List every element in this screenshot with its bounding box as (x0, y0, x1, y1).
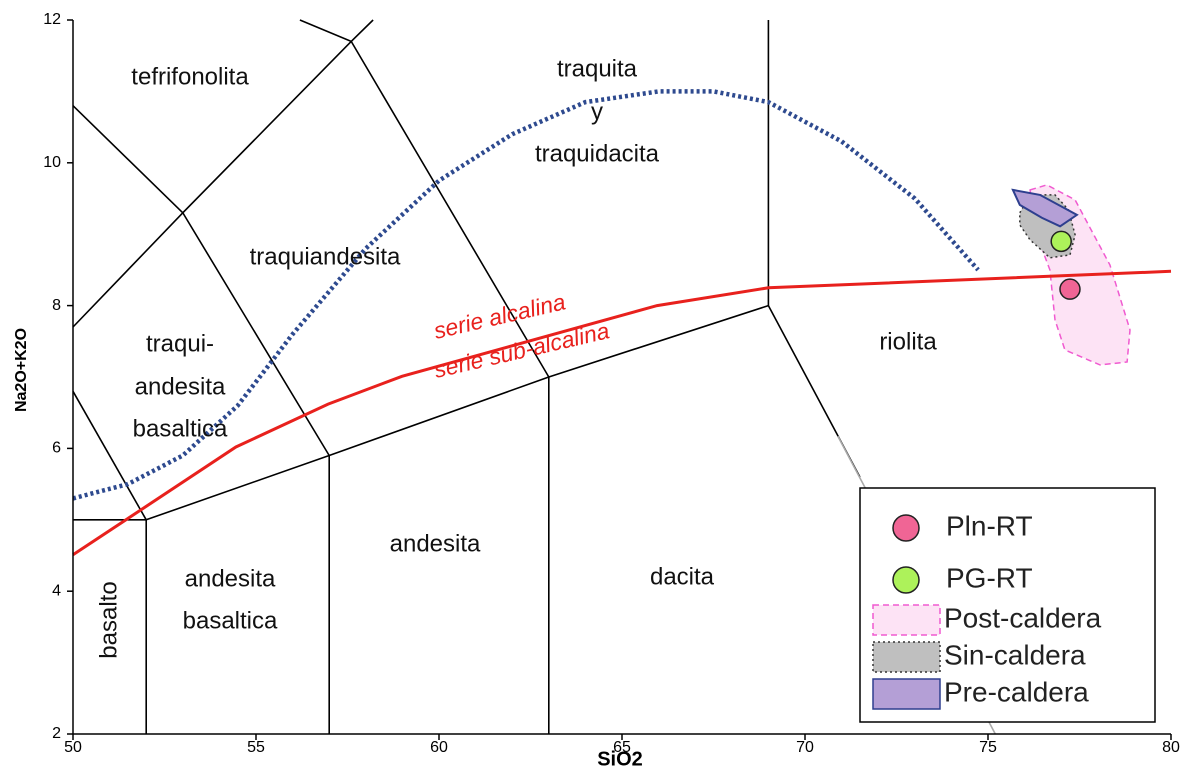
data-point (1050, 230, 1072, 253)
field-label: andesita (135, 373, 226, 400)
field-boundary (299, 19, 550, 378)
y-tick-label: 10 (43, 154, 61, 171)
field-label: traquidacita (535, 140, 660, 167)
field-label: tefrifonolita (131, 63, 249, 90)
legend-label: Pln-RT (946, 510, 1033, 541)
field-boundary (72, 105, 184, 214)
field-boundary (181, 19, 374, 456)
y-axis-label: Na2O+K2O (13, 328, 30, 412)
alkaline-curve (72, 89, 980, 501)
y-tick-label: 2 (52, 725, 61, 742)
field-label: traquita (557, 55, 638, 82)
field-label: andesita (185, 565, 276, 592)
x-axis-label: SiO2 (597, 748, 643, 770)
legend-label: Sin-caldera (944, 639, 1086, 670)
series-divide (72, 269, 1172, 557)
region (1011, 188, 1079, 228)
field-label: riolita (879, 328, 937, 355)
y-tick-label: 8 (52, 297, 61, 314)
field-label: basaltica (133, 415, 228, 442)
field-label: y (591, 98, 603, 125)
field-label: traqui- (146, 330, 214, 357)
x-tick-label: 55 (247, 739, 265, 756)
field-label: dacita (650, 563, 715, 590)
x-tick-label: 50 (64, 739, 82, 756)
field-label: traquiandesita (250, 243, 401, 270)
x-tick-label: 60 (430, 739, 448, 756)
legend-marker (892, 514, 920, 542)
field-label: basaltica (183, 607, 278, 634)
field-boundary (145, 304, 769, 521)
legend-label: PG-RT (946, 562, 1033, 593)
legend-swatch (872, 678, 941, 710)
data-point (1059, 278, 1081, 300)
legend-swatch (872, 604, 941, 636)
legend-marker (892, 566, 920, 594)
legend-label: Pre-caldera (944, 676, 1089, 707)
field-boundary (72, 212, 184, 328)
field-label: basalto (95, 581, 122, 658)
x-tick-label: 75 (979, 739, 997, 756)
x-tick-label: 70 (796, 739, 814, 756)
y-tick-label: 4 (52, 582, 61, 599)
field-label: andesita (390, 530, 481, 557)
legend-swatch (872, 641, 941, 673)
legend-label: Post-caldera (944, 602, 1102, 633)
x-tick-label: 65 (613, 739, 631, 756)
y-tick-label: 12 (43, 11, 61, 28)
field-boundary (72, 390, 147, 521)
x-tick-label: 80 (1162, 739, 1180, 756)
y-tick-label: 6 (52, 440, 61, 457)
